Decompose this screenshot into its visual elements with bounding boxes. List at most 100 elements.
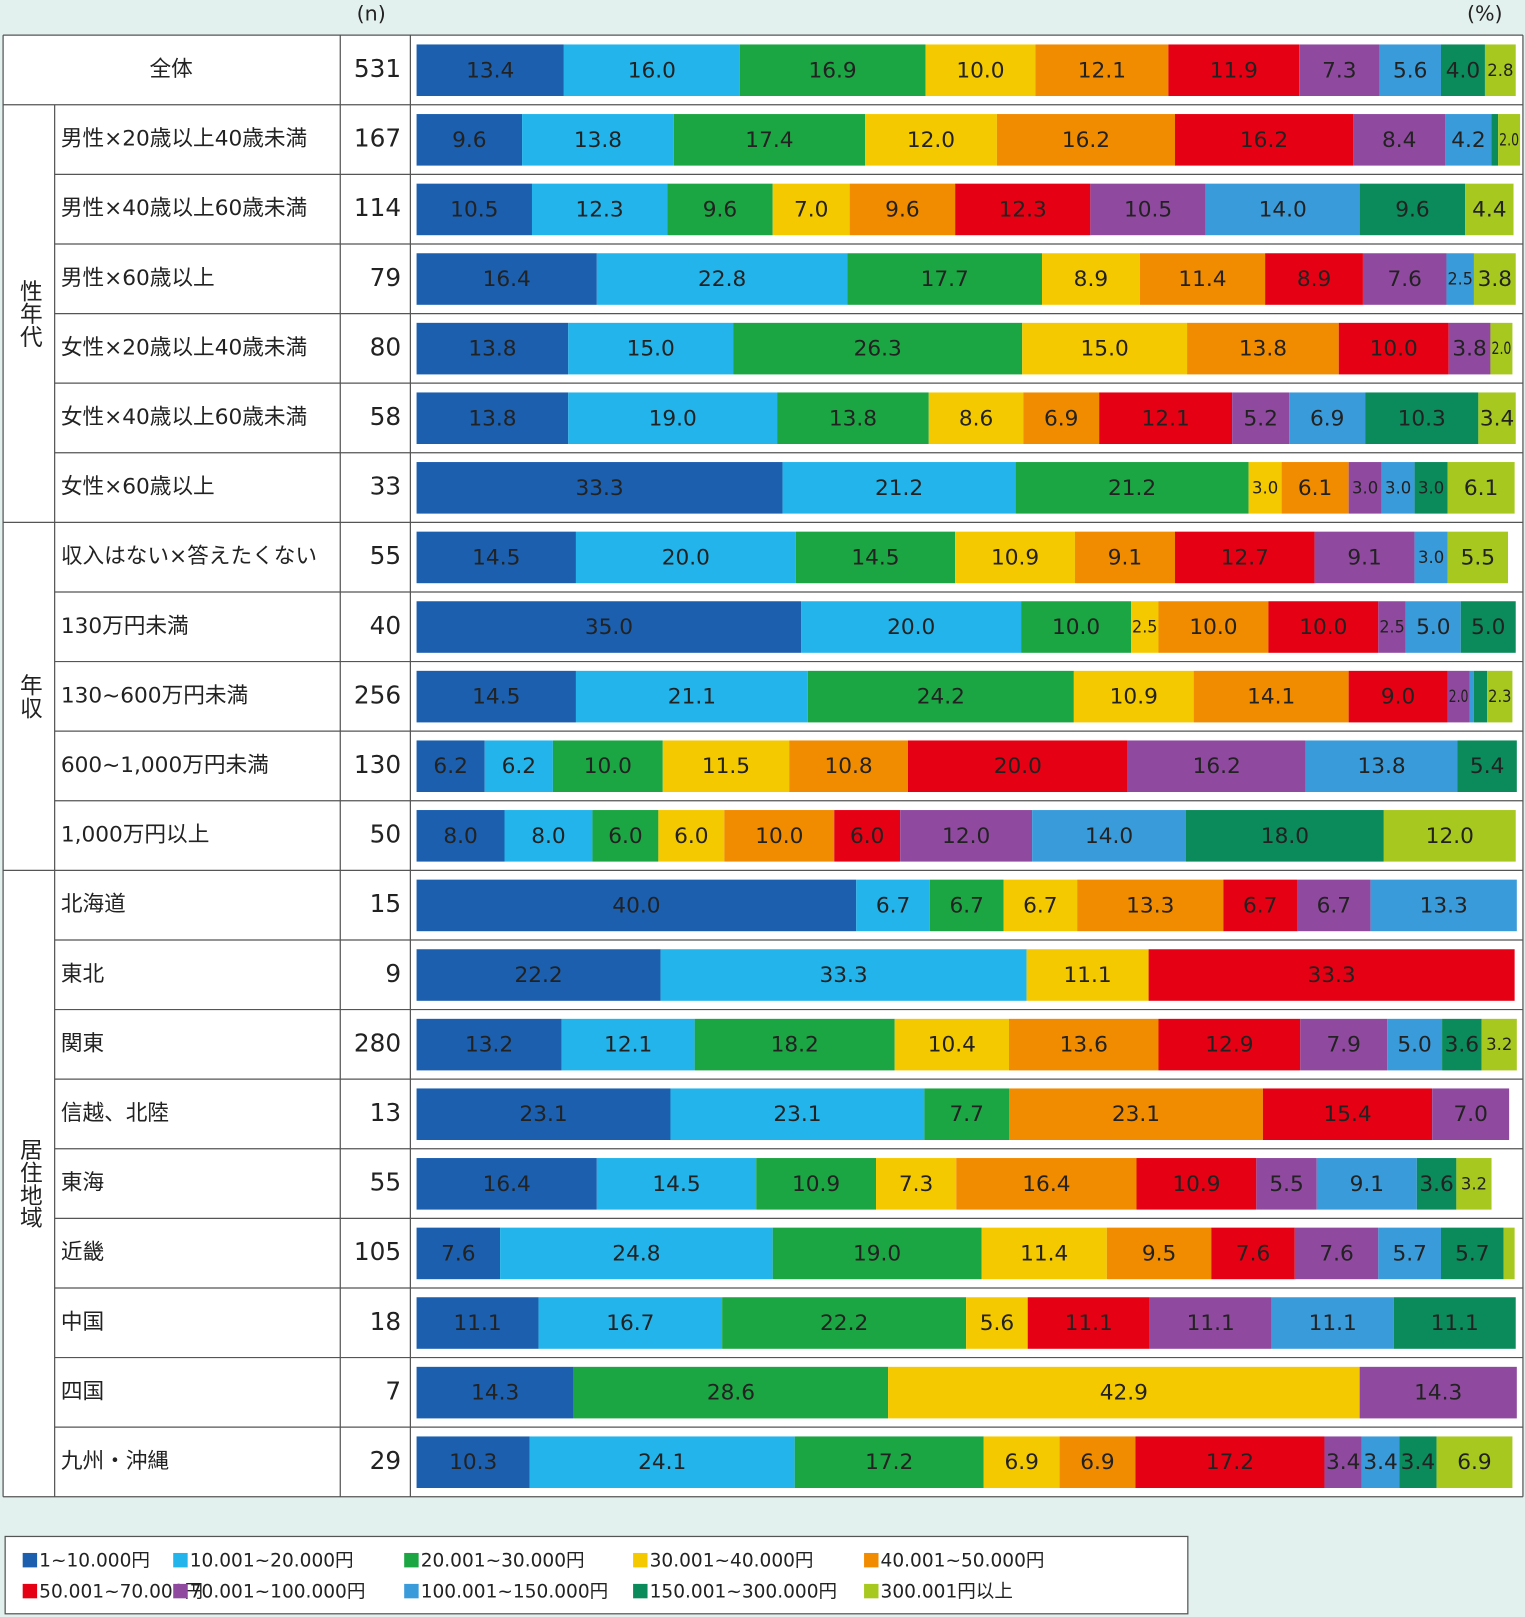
bar-segment (1035, 44, 1169, 97)
bar-segment (789, 740, 908, 793)
n-value: 18 (370, 1307, 401, 1336)
value-label: 9.6 (703, 197, 737, 222)
n-value: 55 (370, 541, 401, 570)
value-label: 26.3 (854, 337, 902, 362)
value-label: 19.0 (853, 1241, 901, 1266)
value-label: 10.0 (1189, 615, 1237, 640)
bar-segment (1158, 1018, 1301, 1071)
bar-segment (1059, 1436, 1136, 1488)
bar-segment (1436, 1436, 1513, 1488)
value-label: 23.1 (773, 1102, 821, 1127)
value-label: 3.0 (1418, 548, 1444, 567)
value-label: 13.2 (465, 1033, 513, 1058)
value-label: 6.0 (608, 824, 642, 849)
value-label: 5.7 (1455, 1241, 1489, 1266)
bar-segment (1473, 670, 1488, 723)
bar-segment (1248, 462, 1282, 514)
bar-segment (1414, 531, 1448, 584)
value-label: 10.9 (792, 1172, 840, 1197)
bar-segment (1440, 1227, 1504, 1280)
value-label: 14.5 (472, 685, 520, 710)
value-label: 5.2 (1244, 406, 1278, 431)
bar-segment (1359, 1366, 1517, 1419)
bar-segment (1289, 392, 1366, 445)
value-label: 3.4 (1326, 1450, 1360, 1475)
value-label: 6.2 (502, 754, 536, 779)
value-label: 12.0 (907, 128, 955, 153)
value-label: 7.3 (1322, 58, 1356, 83)
bar-segment (1498, 114, 1521, 166)
bar-segment (1149, 1297, 1272, 1349)
bar-segment (670, 1088, 925, 1140)
value-label: 10.0 (956, 58, 1004, 83)
bar-segment (1487, 670, 1513, 723)
value-label: 5.0 (1471, 615, 1505, 640)
n-header: (n) (357, 2, 386, 26)
value-label: 7.6 (1387, 267, 1421, 292)
value-label: 10.5 (450, 197, 498, 222)
bar-segment (956, 1158, 1137, 1210)
legend-label: 1~10.000円 (39, 1551, 150, 1572)
bar-segment (1223, 879, 1297, 932)
value-label: 12.3 (999, 197, 1047, 222)
bar-segment (900, 810, 1033, 862)
value-label: 24.1 (638, 1450, 686, 1475)
value-label: 9.6 (1395, 197, 1429, 222)
value-label: 2.5 (1379, 618, 1404, 637)
value-label: 12.9 (1205, 1033, 1253, 1058)
bar-segment (1445, 114, 1492, 166)
row-label: 1,000万円以上 (61, 823, 210, 848)
value-label: 21.2 (875, 476, 923, 501)
value-label: 11.5 (702, 754, 750, 779)
bar-segment (563, 44, 740, 97)
bar-segment (568, 322, 734, 375)
value-label: 6.7 (1243, 893, 1277, 918)
value-label: 24.8 (612, 1241, 660, 1266)
value-label: 14.0 (1259, 197, 1307, 222)
row-label: 信越、北陸 (61, 1101, 169, 1126)
value-label: 13.8 (468, 406, 516, 431)
value-label: 6.0 (850, 824, 884, 849)
bar-segment (1009, 1018, 1159, 1071)
bar-segment (756, 1158, 877, 1210)
value-label: 3.6 (1419, 1172, 1453, 1197)
value-label: 6.1 (1464, 476, 1498, 501)
value-label: 6.7 (1023, 893, 1057, 918)
value-label: 7.9 (1326, 1033, 1360, 1058)
bar-segment (484, 740, 553, 793)
value-label: 8.9 (1297, 267, 1331, 292)
value-label: 5.4 (1470, 754, 1504, 779)
bar-segment (658, 810, 725, 862)
n-value: 531 (354, 54, 401, 83)
bar-segment (1314, 531, 1415, 584)
legend-label: 100.001~150.000円 (421, 1582, 608, 1603)
bar-segment (416, 462, 783, 514)
value-label: 3.4 (1480, 406, 1514, 431)
value-label: 3.2 (1486, 1035, 1512, 1054)
bar-segment (1387, 1018, 1443, 1071)
n-value: 280 (354, 1028, 401, 1057)
bar-segment (1381, 462, 1415, 514)
value-label: 21.1 (668, 685, 716, 710)
value-label: 3.0 (1352, 478, 1378, 497)
bar-segment (1022, 322, 1188, 375)
bar-segment (782, 462, 1016, 514)
bar-segment (552, 740, 663, 793)
bar-segment (1393, 1297, 1516, 1349)
bar-segment (1106, 1227, 1212, 1280)
value-label: 13.8 (1239, 337, 1287, 362)
value-label: 6.9 (1457, 1450, 1491, 1475)
bar-segment (500, 1227, 773, 1280)
bar-segment (1440, 44, 1485, 97)
bar-segment (1127, 740, 1306, 793)
value-label: 10.3 (1398, 406, 1446, 431)
bar-segment (1447, 531, 1509, 584)
n-value: 29 (370, 1446, 401, 1475)
bar-segment (575, 531, 796, 584)
value-label: 33.3 (575, 476, 623, 501)
value-label: 8.0 (443, 824, 477, 849)
value-label: 8.6 (959, 406, 993, 431)
n-value: 7 (385, 1376, 401, 1405)
bar-segment (1073, 670, 1194, 723)
value-label: 7.7 (949, 1102, 983, 1127)
